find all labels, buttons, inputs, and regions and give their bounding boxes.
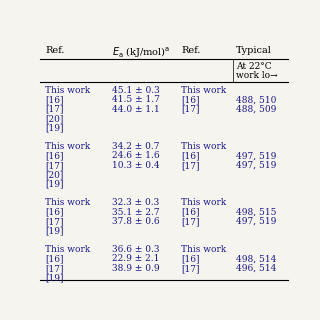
Text: 36.6 ± 0.3: 36.6 ± 0.3 xyxy=(112,245,159,254)
Text: 34.2 ± 0.7: 34.2 ± 0.7 xyxy=(112,142,159,151)
Text: [17]: [17] xyxy=(181,217,200,226)
Text: work lo→: work lo→ xyxy=(236,71,277,80)
Text: Ref.: Ref. xyxy=(45,46,64,55)
Text: This work: This work xyxy=(45,198,90,207)
Text: 22.9 ± 2.1: 22.9 ± 2.1 xyxy=(112,254,159,263)
Text: [17]: [17] xyxy=(181,105,200,114)
Text: [19]: [19] xyxy=(45,227,63,236)
Text: This work: This work xyxy=(181,245,227,254)
Text: 10.3 ± 0.4: 10.3 ± 0.4 xyxy=(112,161,160,170)
Text: [16]: [16] xyxy=(45,254,63,263)
Text: 498, 514: 498, 514 xyxy=(236,254,276,263)
Text: This work: This work xyxy=(181,86,227,95)
Text: 24.6 ± 1.6: 24.6 ± 1.6 xyxy=(112,151,160,161)
Text: [16]: [16] xyxy=(45,208,63,217)
Text: 44.0 ± 1.1: 44.0 ± 1.1 xyxy=(112,105,160,114)
Text: [16]: [16] xyxy=(181,254,200,263)
Text: At 22°C: At 22°C xyxy=(236,62,272,71)
Text: [17]: [17] xyxy=(45,161,63,170)
Text: 45.1 ± 0.3: 45.1 ± 0.3 xyxy=(112,86,160,95)
Text: [17]: [17] xyxy=(45,217,63,226)
Text: [17]: [17] xyxy=(45,264,63,273)
Text: 41.5 ± 1.7: 41.5 ± 1.7 xyxy=(112,95,160,104)
Text: [16]: [16] xyxy=(181,95,200,104)
Text: [16]: [16] xyxy=(45,151,63,161)
Text: This work: This work xyxy=(181,198,227,207)
Text: 498, 515: 498, 515 xyxy=(236,208,276,217)
Text: 497, 519: 497, 519 xyxy=(236,151,276,161)
Text: [16]: [16] xyxy=(45,95,63,104)
Text: [17]: [17] xyxy=(181,264,200,273)
Text: Typical: Typical xyxy=(236,46,272,55)
Text: [16]: [16] xyxy=(181,208,200,217)
Text: [19]: [19] xyxy=(45,180,63,188)
Text: 37.8 ± 0.6: 37.8 ± 0.6 xyxy=(112,217,160,226)
Text: 496, 514: 496, 514 xyxy=(236,264,276,273)
Text: [20]: [20] xyxy=(45,170,63,179)
Text: 38.9 ± 0.9: 38.9 ± 0.9 xyxy=(112,264,160,273)
Text: This work: This work xyxy=(181,142,227,151)
Text: [17]: [17] xyxy=(45,105,63,114)
Text: This work: This work xyxy=(45,245,90,254)
Text: This work: This work xyxy=(45,142,90,151)
Text: [17]: [17] xyxy=(181,161,200,170)
Text: [19]: [19] xyxy=(45,124,63,132)
Text: [16]: [16] xyxy=(181,151,200,161)
Text: 35.1 ± 2.7: 35.1 ± 2.7 xyxy=(112,208,160,217)
Text: 488, 509: 488, 509 xyxy=(236,105,276,114)
Text: 32.3 ± 0.3: 32.3 ± 0.3 xyxy=(112,198,159,207)
Text: This work: This work xyxy=(45,86,90,95)
Text: [20]: [20] xyxy=(45,114,63,123)
Text: [19]: [19] xyxy=(45,273,63,282)
Text: 497, 519: 497, 519 xyxy=(236,161,276,170)
Text: 497, 519: 497, 519 xyxy=(236,217,276,226)
Text: Ref.: Ref. xyxy=(181,46,201,55)
Text: $E_\mathrm{a}$ (kJ/mol)$^\mathrm{a}$: $E_\mathrm{a}$ (kJ/mol)$^\mathrm{a}$ xyxy=(112,46,170,60)
Text: 488, 510: 488, 510 xyxy=(236,95,276,104)
